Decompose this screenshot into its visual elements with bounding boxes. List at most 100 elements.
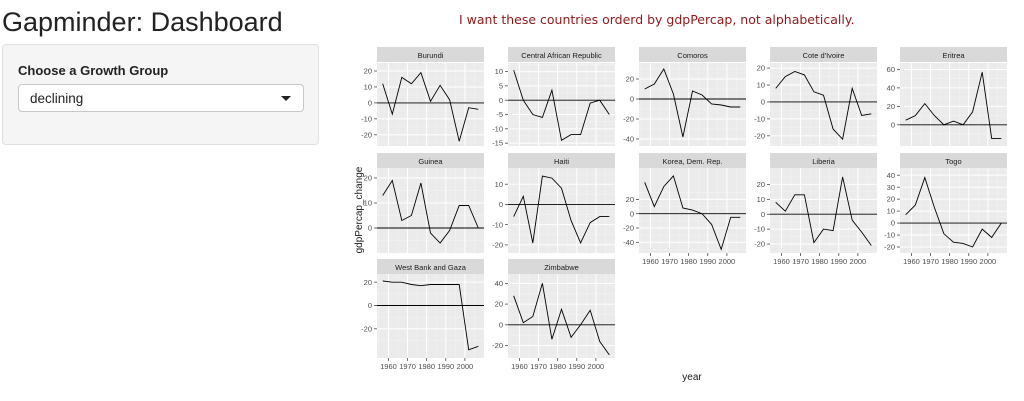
- growth-group-select[interactable]: declining: [18, 84, 304, 112]
- facet-korea-dem-rep: Korea, Dem. Rep. -40 -20 0 20 1960 1970 1980 199…: [623, 153, 746, 266]
- y-tick-label: 10: [757, 195, 765, 204]
- facet-strip-label: Eritrea: [942, 51, 965, 60]
- y-tick-label: 20: [626, 75, 634, 84]
- y-tick-label: -10: [884, 231, 895, 240]
- y-tick-label: -20: [492, 341, 503, 350]
- x-tick-label: 1970: [399, 362, 416, 371]
- page-title: Gapminder: Dashboard: [2, 7, 283, 37]
- facet-strip: [900, 47, 1007, 62]
- y-tick-label: 0: [761, 210, 765, 219]
- facet-zimbabwe: Zimbabwe -20 0 20 40 1960 1970 1980 1990 2000: [492, 259, 615, 371]
- y-tick-label: 0: [891, 120, 895, 129]
- growth-group-label: Choose a Growth Group: [18, 63, 169, 78]
- x-tick-label: 1970: [530, 362, 547, 371]
- y-tick-label: 40: [887, 84, 895, 93]
- y-tick-label: -20: [492, 241, 503, 250]
- x-tick-label: 2000: [457, 362, 474, 371]
- facet-strip: [508, 259, 615, 274]
- y-tick-label: 20: [364, 174, 372, 183]
- caret-down-icon[interactable]: [281, 96, 291, 101]
- y-tick-label: 0: [630, 95, 634, 104]
- y-tick-label: -40: [623, 135, 634, 144]
- y-tick-label: 10: [495, 180, 503, 189]
- y-tick-label: -40: [623, 238, 634, 247]
- panel-background: [770, 168, 877, 253]
- y-tick-label: 0: [368, 301, 372, 310]
- facet-burundi: Burundi -20 -10 0 10 20: [361, 47, 484, 146]
- panel-background: [639, 63, 746, 146]
- panel-background: [900, 63, 1007, 146]
- y-tick-label: -20: [754, 131, 765, 140]
- facet-strip: [377, 153, 484, 168]
- x-tick-label: 1980: [811, 257, 828, 266]
- facet-strip-label: Central African Republic: [521, 51, 602, 60]
- facet-strip: [508, 47, 615, 62]
- facet-strip: [377, 259, 484, 274]
- facet-strip-label: Togo: [945, 157, 961, 166]
- series-line: [644, 174, 741, 251]
- facet-guinea: Guinea 0 10 20: [364, 153, 484, 253]
- panel-background: [508, 274, 615, 358]
- y-tick-label: -10: [492, 124, 503, 133]
- facet-strip-label: Cote d'Ivoire: [803, 51, 845, 60]
- series-line: [905, 176, 1002, 248]
- y-tick-label: -10: [492, 220, 503, 229]
- y-tick-label: 10: [495, 67, 503, 76]
- x-tick-label: 2000: [850, 257, 867, 266]
- y-tick-label: 20: [364, 67, 372, 76]
- x-tick-label: 1980: [549, 362, 566, 371]
- x-tick-label: 1970: [792, 257, 809, 266]
- panel-background: [377, 63, 484, 146]
- facet-strip-label: West Bank and Gaza: [395, 263, 467, 272]
- y-tick-label: 10: [364, 83, 372, 92]
- series-line: [775, 71, 872, 141]
- annotation-note: I want these countries orderd by gdpPerc…: [459, 12, 855, 27]
- y-tick-label: 20: [495, 300, 503, 309]
- x-tick-label: 1980: [941, 257, 958, 266]
- growth-group-select-value: declining: [30, 91, 84, 106]
- y-tick-label: 0: [499, 200, 503, 209]
- sidebar-panel: Choose a Growth Group declining: [2, 44, 319, 145]
- y-tick-label: 0: [630, 209, 634, 218]
- x-tick-label: 1960: [773, 257, 790, 266]
- x-tick-label: 1980: [680, 257, 697, 266]
- series-line: [644, 68, 741, 138]
- y-tick-label: -20: [623, 224, 634, 233]
- y-tick-label: 20: [887, 102, 895, 111]
- y-tick-label: 20: [887, 195, 895, 204]
- x-tick-label: 1960: [511, 362, 528, 371]
- facet-strip-label: Liberia: [812, 157, 835, 166]
- y-tick-label: 20: [626, 195, 634, 204]
- x-tick-label: 1990: [960, 257, 977, 266]
- facet-strip: [770, 153, 877, 168]
- series-line: [382, 280, 479, 351]
- series-line: [775, 176, 872, 246]
- facet-strip: [508, 153, 615, 168]
- y-tick-label: 5: [499, 81, 503, 90]
- x-tick-label: 1990: [699, 257, 716, 266]
- y-tick-label: -20: [623, 115, 634, 124]
- y-tick-label: -20: [884, 243, 895, 252]
- facet-comoros: Comoros -40 -20 0 20: [623, 47, 746, 146]
- facet-strip-label: Burundi: [418, 51, 444, 60]
- x-tick-label: 1960: [380, 362, 397, 371]
- y-tick-label: 10: [364, 199, 372, 208]
- panel-background: [377, 168, 484, 253]
- y-tick-label: -20: [754, 240, 765, 249]
- facet-strip: [900, 153, 1007, 168]
- facet-togo: Togo -20 -10 0 10 20 30 40 1960 1970 1980 1990 2000: [884, 153, 1007, 266]
- x-tick-label: 1990: [568, 362, 585, 371]
- y-tick-label: 20: [364, 278, 372, 287]
- facet-strip: [770, 47, 877, 62]
- facet-strip-label: Korea, Dem. Rep.: [662, 157, 722, 166]
- y-tick-label: 0: [499, 320, 503, 329]
- panel-background: [770, 63, 877, 146]
- series-line: [513, 283, 610, 356]
- y-tick-label: 0: [761, 98, 765, 107]
- panel-background: [900, 168, 1007, 253]
- facet-eritrea: Eritrea 0 20 40 60: [887, 47, 1007, 146]
- y-tick-label: -20: [361, 324, 372, 333]
- y-axis-title: gdpPercap_change: [354, 166, 365, 253]
- y-tick-label: 20: [757, 64, 765, 73]
- panel-background: [508, 63, 615, 146]
